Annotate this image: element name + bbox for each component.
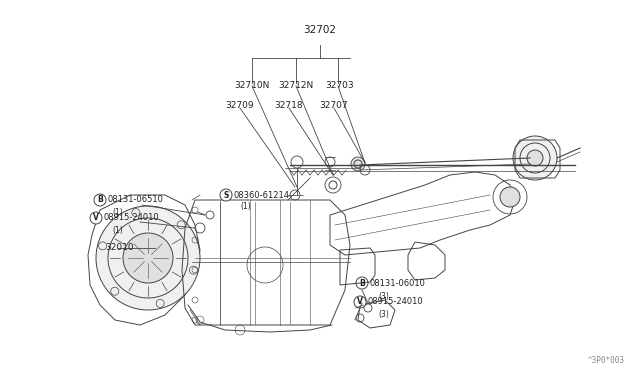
- Text: 08915-24010: 08915-24010: [368, 298, 424, 307]
- Circle shape: [527, 150, 543, 166]
- Text: S: S: [223, 190, 228, 199]
- Text: V: V: [357, 298, 363, 307]
- Text: (3): (3): [378, 311, 389, 320]
- Text: 32712N: 32712N: [278, 80, 314, 90]
- Text: B: B: [97, 196, 103, 205]
- Text: (3): (3): [378, 292, 389, 301]
- Text: 32707: 32707: [320, 100, 348, 109]
- Text: 32010: 32010: [105, 244, 134, 253]
- Circle shape: [500, 187, 520, 207]
- Circle shape: [123, 233, 173, 283]
- Circle shape: [351, 157, 365, 171]
- Text: (1): (1): [112, 208, 123, 218]
- Text: V: V: [93, 214, 99, 222]
- Text: 32710N: 32710N: [234, 80, 269, 90]
- Text: 32709: 32709: [226, 100, 254, 109]
- Circle shape: [220, 189, 232, 201]
- Text: 08131-06010: 08131-06010: [370, 279, 426, 288]
- Text: B: B: [359, 279, 365, 288]
- Circle shape: [513, 136, 557, 180]
- Text: (1): (1): [240, 202, 251, 212]
- Circle shape: [96, 206, 200, 310]
- Circle shape: [90, 212, 102, 224]
- Text: 08360-61214: 08360-61214: [234, 190, 290, 199]
- Text: 08131-06510: 08131-06510: [108, 196, 164, 205]
- Circle shape: [354, 296, 366, 308]
- Text: ^3P0*003: ^3P0*003: [588, 356, 625, 365]
- Text: 32718: 32718: [275, 100, 303, 109]
- Text: 08915-24010: 08915-24010: [104, 214, 159, 222]
- Circle shape: [94, 194, 106, 206]
- Text: 32703: 32703: [326, 80, 355, 90]
- Circle shape: [356, 277, 368, 289]
- Text: (1): (1): [112, 225, 123, 234]
- Text: 32702: 32702: [303, 25, 337, 35]
